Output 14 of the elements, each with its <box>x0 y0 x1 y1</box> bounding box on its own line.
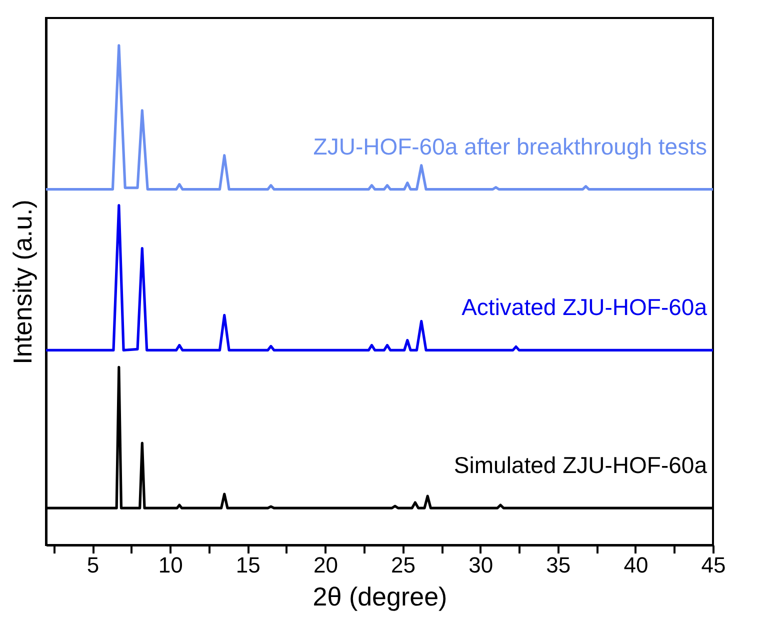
series-label: Activated ZJU-HOF-60a <box>462 294 708 320</box>
x-tick-label: 30 <box>468 552 494 578</box>
x-tick-label: 25 <box>391 552 416 578</box>
x-tick-label: 20 <box>313 552 338 578</box>
x-tick-label: 5 <box>86 552 100 578</box>
series-label: ZJU-HOF-60a after breakthrough tests <box>313 133 707 160</box>
x-tick-label: 35 <box>546 552 571 578</box>
x-tick-label: 40 <box>624 552 648 578</box>
x-tick-label: 10 <box>158 552 183 578</box>
series-label: Simulated ZJU-HOF-60a <box>454 452 708 478</box>
x-tick-label: 45 <box>701 552 726 578</box>
y-axis-title: Intensity (a.u.) <box>8 200 38 364</box>
x-tick-label: 15 <box>236 552 260 578</box>
x-axis-title: 2θ (degree) <box>312 582 448 612</box>
